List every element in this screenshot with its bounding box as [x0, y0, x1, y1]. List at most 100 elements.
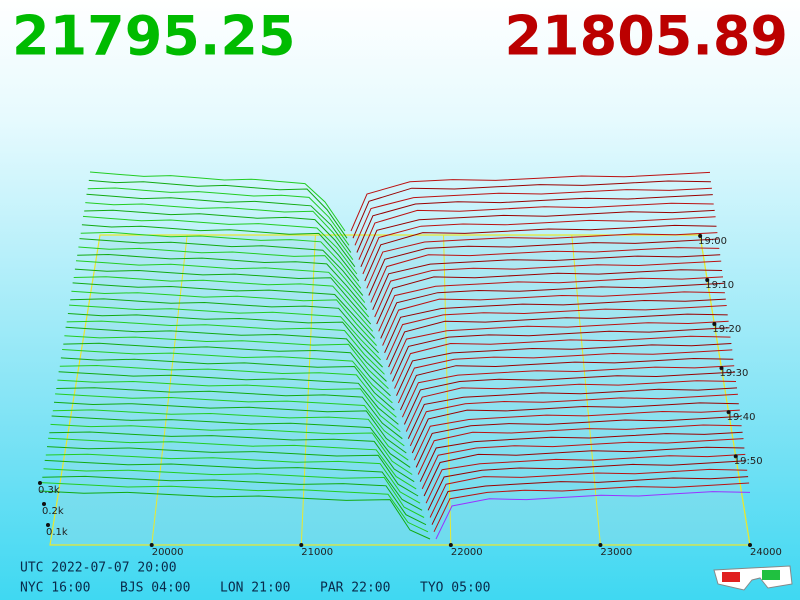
ask-depth-line — [390, 320, 729, 375]
ask-depth-line — [382, 291, 725, 346]
bid-depth-line — [67, 313, 383, 368]
depth-lines — [39, 171, 751, 540]
ask-depth-line — [411, 402, 739, 454]
ask-depth-line — [413, 409, 740, 461]
ask-depth-line — [376, 269, 723, 325]
ask-depth-line — [396, 343, 732, 396]
tick-dot — [733, 454, 738, 459]
bid-depth-line — [80, 231, 362, 289]
ask-depth-line — [409, 393, 738, 447]
ask-depth-line — [417, 424, 742, 475]
tick-dot — [299, 543, 304, 547]
ask-depth-line — [354, 187, 712, 246]
ask-depth-line — [421, 438, 744, 490]
bid-depth-line — [52, 409, 409, 461]
bid-depth-line — [64, 335, 389, 389]
ask-depth-line — [350, 171, 711, 232]
bid-depth-line — [81, 224, 360, 282]
bid-depth-line — [44, 459, 423, 511]
ask-depth-line — [403, 371, 736, 425]
price-grid-line — [300, 234, 316, 546]
bid-depth-line — [62, 349, 393, 404]
bid-depth-line — [42, 475, 427, 526]
time-tick-label: 19:00 — [698, 236, 727, 247]
tick-dot — [705, 277, 710, 282]
bid-depth-line — [58, 371, 399, 425]
bid-depth-line — [63, 342, 391, 397]
price-grid-line — [443, 234, 452, 546]
ask-depth-line — [360, 209, 715, 268]
bid-price: 21795.25 — [12, 5, 296, 68]
ask-depth-line — [425, 453, 746, 504]
bid-depth-line — [75, 260, 370, 318]
ask-depth-line — [378, 276, 724, 332]
depth-tick-label: 0.2k — [42, 506, 64, 517]
ask-depth-line — [429, 468, 748, 518]
tick-dot — [149, 543, 154, 547]
bid-depth-line — [46, 446, 419, 497]
bid-depth-line — [53, 401, 407, 454]
bid-depth-line — [48, 437, 417, 490]
bid-depth-line — [39, 490, 431, 540]
bid-depth-line — [57, 379, 401, 432]
ask-depth-line — [399, 357, 734, 411]
ask-depth-line — [405, 380, 737, 432]
ask-price: 21805.89 — [504, 5, 788, 68]
ask-depth-line — [407, 387, 738, 439]
ask-depth-line — [380, 282, 725, 339]
ask-depth-line — [370, 247, 720, 303]
tick-dot — [38, 481, 42, 485]
ask-depth-line — [401, 365, 735, 418]
bid-depth-line — [73, 276, 374, 332]
tick-dot — [726, 410, 731, 415]
tick-dot — [42, 502, 46, 506]
ask-depth-line — [427, 460, 747, 511]
ask-depth-line — [356, 194, 713, 253]
ask-depth-line — [362, 216, 716, 275]
bid-depth-line — [78, 246, 366, 303]
glasses-icon — [713, 565, 793, 591]
bid-depth-line — [45, 453, 421, 504]
bid-depth-line — [56, 387, 403, 440]
bid-depth-line — [71, 290, 377, 346]
bid-depth-line — [72, 282, 376, 339]
tick-dot — [712, 322, 717, 327]
time-tick-label: 19:30 — [719, 368, 748, 379]
bid-depth-line — [74, 268, 372, 325]
time-tick-label: 19:20 — [712, 324, 741, 335]
ask-depth-line — [419, 431, 743, 482]
price-grid-line — [151, 234, 188, 546]
time-tick-label: 19:40 — [727, 412, 756, 423]
zone-clock: TYO 05:00 — [420, 581, 490, 596]
ask-depth-line — [374, 260, 722, 318]
ask-depth-line — [368, 238, 719, 296]
bid-depth-line — [70, 298, 379, 354]
tick-dot — [698, 233, 703, 238]
bid-depth-line — [65, 326, 387, 382]
bid-depth-line — [43, 468, 425, 518]
ask-depth-line — [431, 476, 749, 525]
bid-depth-line — [69, 304, 381, 361]
bid-depth-line — [66, 320, 385, 375]
ask-depth-line — [372, 254, 721, 311]
tick-dot — [448, 543, 453, 547]
tick-dot — [719, 366, 724, 371]
ask-depth-line — [415, 415, 741, 468]
ask-depth-line — [366, 232, 718, 289]
ask-depth-line — [364, 224, 717, 282]
bid-depth-line — [89, 171, 346, 232]
bid-depth-line — [77, 253, 368, 311]
tick-dot — [748, 543, 752, 547]
bid-depth-line — [60, 357, 395, 411]
bid-depth-line — [84, 209, 356, 268]
zone-clock: BJS 04:00 — [120, 581, 190, 596]
ask-depth-line — [386, 305, 727, 361]
ask-depth-line — [352, 180, 711, 239]
tick-dot — [598, 543, 603, 547]
axis-labels: 20000 21000 22000 23000 24000 19:00 19:10 19:20… — [38, 233, 782, 558]
time-tick-label: 19:10 — [705, 280, 734, 291]
price-tick-label: 20000 — [152, 547, 184, 558]
tick-dot — [46, 523, 50, 527]
